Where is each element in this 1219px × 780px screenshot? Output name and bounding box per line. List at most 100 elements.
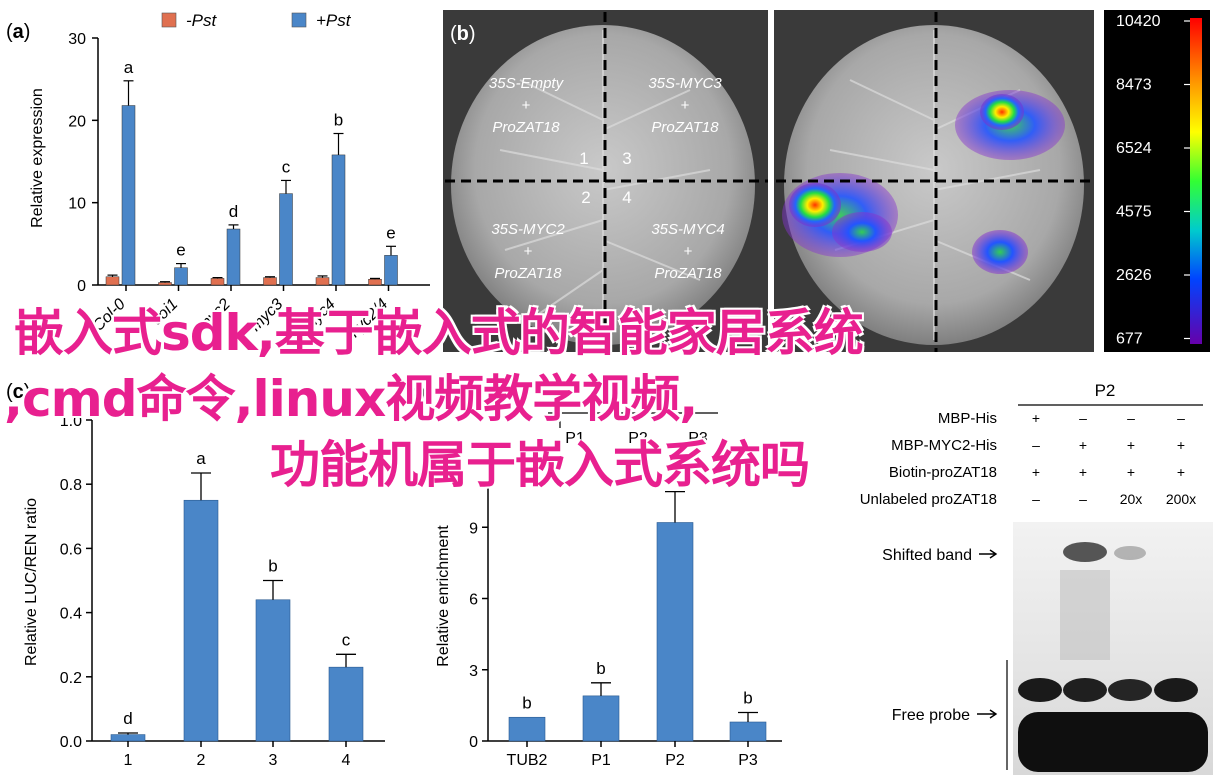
panel-a-sig-letter: c [282, 157, 291, 176]
panel_d-ytick-label: 3 [469, 663, 478, 680]
header-p1: P1 [565, 430, 585, 447]
scale-tick-label: 2626 [1116, 267, 1152, 284]
panel-e-row-label-2: Biotin-proZAT18 [889, 464, 997, 481]
shifted-band-lane2 [1063, 542, 1107, 562]
scale-tick-label: 8473 [1116, 77, 1152, 94]
panel-b-label: (b) [450, 23, 476, 45]
header-p2: P2 [628, 430, 648, 447]
panel_c-ytick-label: 0.6 [60, 541, 82, 558]
panel-a-bar-plus-1 [174, 267, 188, 286]
panel_c-xtick-label: 4 [342, 752, 351, 769]
intensity-scale: 10420 8473 6524 4575 2626 677 [1104, 10, 1210, 352]
panel-a-bar-plus-5 [384, 255, 398, 286]
shifted-band-label: Shifted band [882, 547, 972, 564]
panel-e-row-label-0: MBP-His [938, 410, 997, 427]
free-probe-label: Free probe [892, 707, 970, 724]
panel-e-cell: + [1127, 464, 1135, 480]
panel-a-sig-letter: a [124, 58, 134, 77]
panel-e-cell: + [1177, 464, 1185, 480]
panel-e-cell: + [1079, 437, 1087, 453]
quadrant-3-plus: + [681, 97, 690, 114]
panel_c-xtick-label: 1 [124, 752, 133, 769]
panel-d-axes [487, 456, 782, 742]
panel-e: P2 MBP-His + – – – MBP-MYC2-His – + + + Biotin-pro… [860, 381, 1213, 775]
panel_c-sig-letter: b [268, 557, 277, 576]
panel-c: (c) Relative LUC/REN ratio 0.0 0.2 0.4 0.6 0… [6, 381, 385, 769]
panel-e-cell: + [1032, 410, 1040, 426]
panel_c-bar-3 [328, 666, 364, 742]
panel-d-label: (d) [400, 381, 426, 403]
quadrant-4-line2: ProZAT18 [654, 265, 722, 282]
quadrant-4-plus: + [684, 243, 693, 260]
quadrant-1-plus: + [522, 97, 531, 114]
panel_d-sig-letter: b [522, 693, 531, 712]
panel-e-title: P2 [1095, 381, 1116, 400]
panel_d-ytick-label: 9 [469, 520, 478, 537]
shifted-band-arrow [979, 549, 998, 559]
scale-tick-label: 10420 [1116, 13, 1161, 30]
panel-d-header: P1 P2 P3 [548, 412, 718, 447]
panel-a-ytick-label: 0 [77, 278, 86, 295]
panel-a-bar-minus-5 [368, 278, 382, 286]
panel-e-cell: – [1032, 437, 1040, 453]
panel-a: (a) -Pst +Pst Relative expression 0 10 20 3… [6, 11, 430, 344]
panel_c-ytick-label: 0.0 [60, 734, 82, 751]
panel-b: (b) 35S-Empty + ProZAT18 1 35S-MYC3 + Pr… [443, 10, 1210, 352]
panel_d-sig-letter: b [596, 659, 605, 678]
scale-tick-label: 6524 [1116, 140, 1152, 157]
panel_d-bar-3 [729, 721, 767, 742]
panel-a-bar-plus-3 [279, 193, 293, 286]
quadrant-2-number: 2 [581, 188, 590, 207]
quadrant-4: 35S-MYC4 + ProZAT18 4 [622, 188, 724, 282]
quadrant-3-line1: 35S-MYC3 [648, 75, 722, 92]
panel-a-ytick-label: 10 [68, 196, 86, 213]
panel_d-bar-2 [656, 522, 694, 742]
quadrant-1-line2: ProZAT18 [492, 119, 560, 136]
quadrant-2: 35S-MYC2 + ProZAT18 2 [491, 188, 590, 282]
quadrant-4-number: 4 [622, 188, 631, 207]
panel-e-cell: + [1032, 464, 1040, 480]
panel_c-xtick-label: 2 [197, 752, 206, 769]
panel-a-sig-letter: e [176, 241, 185, 260]
panel_d-sig-letter: b [743, 689, 752, 708]
panel-a-ylabel: Relative expression [29, 88, 46, 228]
free-probe-arrow [977, 709, 998, 719]
panel-e-cell: – [1032, 491, 1040, 507]
panel_d-ytick-label: 0 [469, 734, 478, 751]
panel-a-bar-minus-3 [263, 277, 277, 286]
panel-e-cell: 200x [1166, 491, 1196, 507]
panel-a-ytick-label: 20 [68, 113, 86, 130]
quadrant-3: 35S-MYC3 + ProZAT18 3 [622, 75, 722, 168]
panel-a-bar-minus-0 [105, 276, 120, 286]
panel_d-bar-1 [582, 695, 620, 742]
panel-e-cell: 20x [1120, 491, 1143, 507]
panel_c-ytick-label: 0.2 [60, 670, 82, 687]
panel-a-bar-plus-0 [121, 105, 136, 286]
panel-c-label: (c) [6, 381, 30, 403]
legend-plus-pst: +Pst [316, 11, 352, 30]
legend-swatch-minus [161, 12, 177, 28]
panel-e-cell: – [1079, 491, 1087, 507]
panel-a-axes [97, 38, 430, 286]
panel-a-sig-letter: e [386, 223, 395, 242]
panel_d-xtick-label: TUB2 [507, 752, 548, 769]
scale-tick-label: 677 [1116, 331, 1143, 348]
panel-a-legend: -Pst +Pst [161, 11, 352, 30]
panel_c-bar-0 [110, 734, 146, 742]
panel_c-sig-letter: c [342, 630, 351, 649]
overlay-line-2: ,cmd命令,linux视频教学视频, [4, 370, 698, 428]
scale-tick-label: 4575 [1116, 204, 1152, 221]
panel_c-sig-letter: d [123, 709, 132, 728]
quadrant-3-line2: ProZAT18 [651, 119, 719, 136]
panel_d-bar-0 [508, 716, 546, 742]
quadrant-1: 35S-Empty + ProZAT18 1 [489, 75, 589, 168]
panel_c-bar-1 [183, 499, 219, 742]
panel-e-row-label-1: MBP-MYC2-His [891, 437, 997, 454]
panel_c-xtick-label: 3 [269, 752, 278, 769]
quadrant-2-line2: ProZAT18 [494, 265, 562, 282]
panel-e-row-label-3: Unlabeled proZAT18 [860, 491, 997, 508]
panel_d-xtick-label: P3 [738, 752, 758, 769]
panel_c-bar-2 [255, 599, 291, 742]
panel_c-sig-letter: a [196, 449, 206, 468]
panel_d-ytick-label: 6 [469, 592, 478, 609]
